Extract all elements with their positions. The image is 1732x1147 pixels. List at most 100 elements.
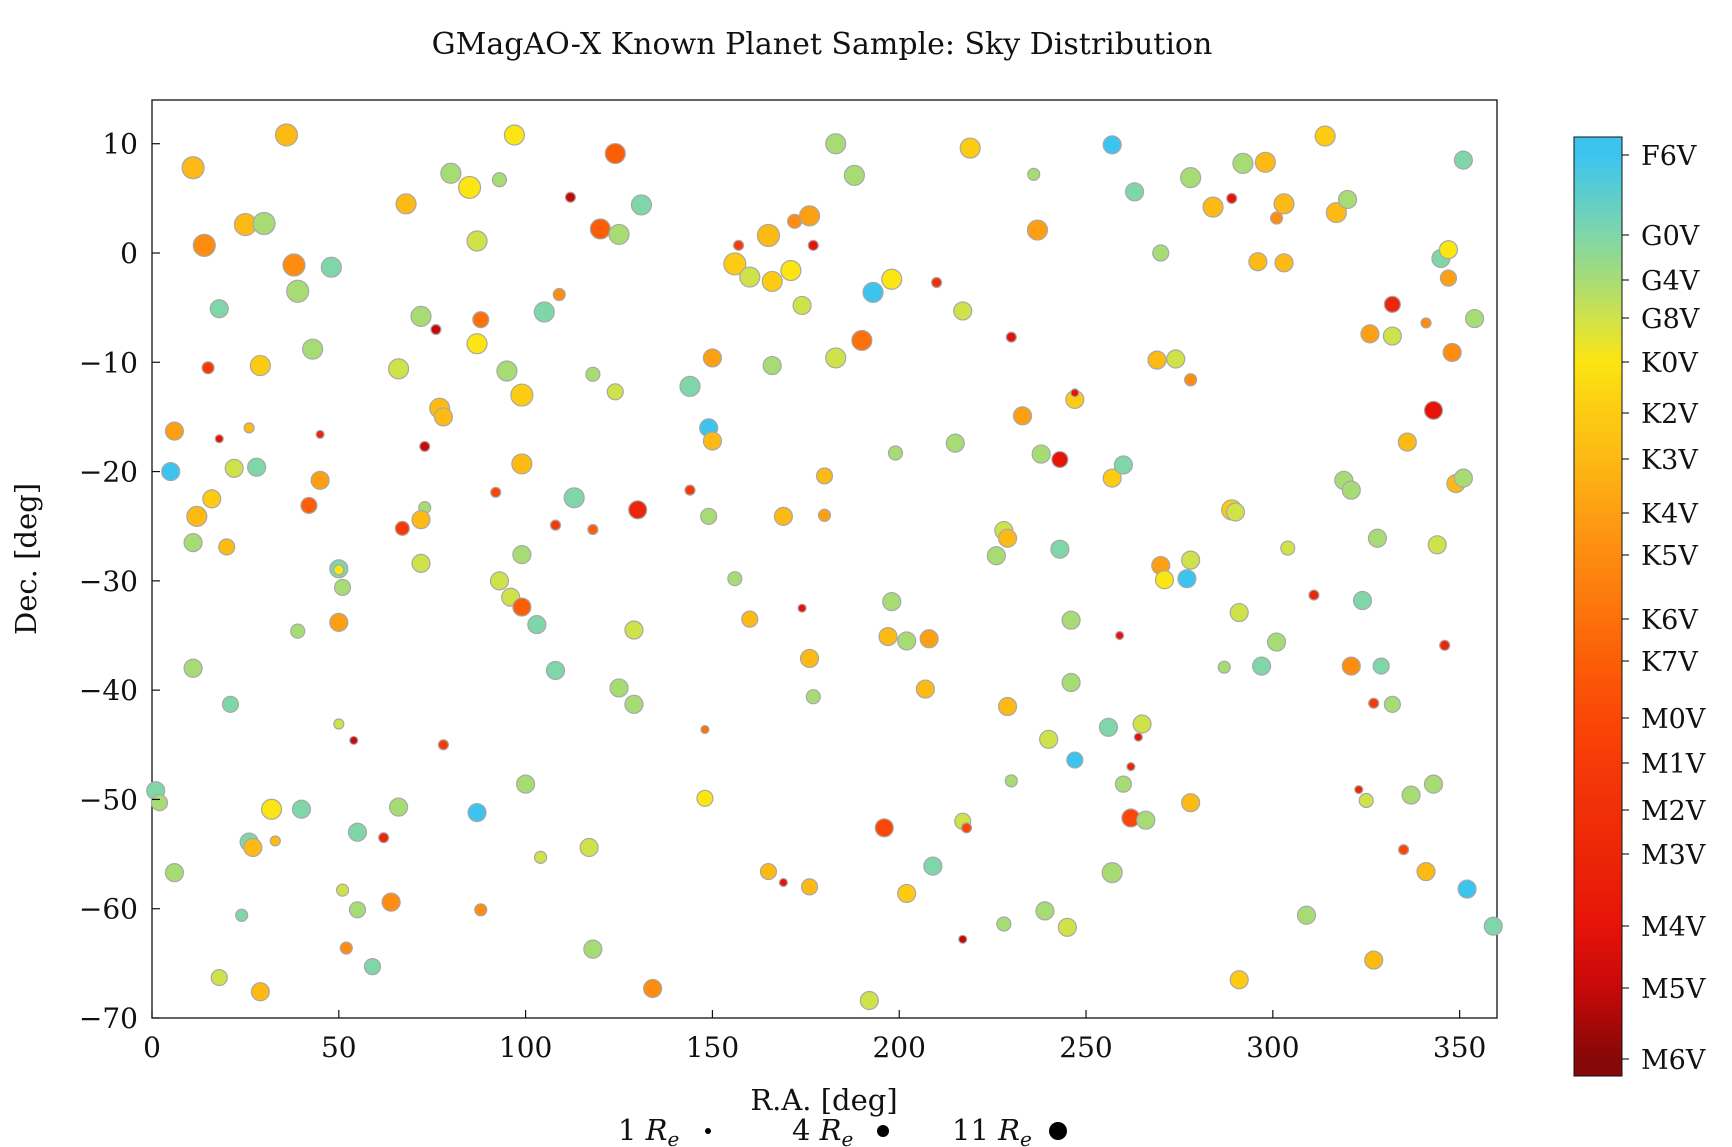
planet-point bbox=[1439, 269, 1458, 287]
planet-point bbox=[1180, 166, 1202, 189]
planet-point bbox=[347, 822, 368, 842]
planet-point bbox=[805, 689, 821, 705]
planet-point bbox=[997, 696, 1018, 717]
planet-point bbox=[1202, 196, 1224, 218]
planet-point bbox=[1352, 590, 1373, 611]
planet-point bbox=[221, 695, 240, 713]
x-tick-label: 100 bbox=[499, 1031, 552, 1064]
x-tick-label: 200 bbox=[872, 1031, 925, 1064]
planet-point bbox=[512, 597, 532, 617]
planet-point bbox=[881, 268, 903, 290]
planet-point bbox=[1252, 656, 1272, 676]
planet-point bbox=[527, 614, 547, 635]
planet-point bbox=[1066, 751, 1084, 769]
planet-point bbox=[732, 239, 745, 251]
colorbar-label: F6V bbox=[1641, 141, 1697, 172]
planet-point bbox=[1314, 125, 1336, 147]
planet-point bbox=[1154, 570, 1175, 590]
planet-point bbox=[419, 440, 431, 453]
planet-point bbox=[700, 724, 710, 735]
planet-point bbox=[466, 333, 488, 355]
colorbar-label: K5V bbox=[1641, 541, 1698, 572]
planet-point bbox=[723, 252, 747, 276]
planet-point bbox=[260, 798, 283, 820]
planet-point bbox=[1101, 862, 1123, 884]
planet-point bbox=[997, 528, 1018, 548]
planet-point bbox=[702, 431, 723, 451]
colorbar-labels: F6V G0V G4V G8V K0V K2V K3V K4V K5V K6V K7V M0V M1V M… bbox=[1622, 141, 1706, 1076]
planet-point bbox=[1039, 729, 1059, 749]
planet-point bbox=[1372, 657, 1390, 675]
y-tick-label: −30 bbox=[79, 565, 138, 598]
y-tick-label: 0 bbox=[120, 237, 138, 270]
planet-point bbox=[335, 883, 350, 897]
planet-point bbox=[510, 383, 534, 407]
planet-point bbox=[624, 694, 644, 714]
planet-point bbox=[1070, 388, 1080, 398]
planet-point bbox=[563, 487, 585, 509]
planet-point bbox=[388, 797, 409, 817]
x-tick-label: 0 bbox=[143, 1031, 161, 1064]
planet-point bbox=[859, 990, 879, 1011]
planet-point bbox=[1035, 901, 1055, 921]
planet-point bbox=[310, 470, 330, 490]
planet-point bbox=[1226, 192, 1238, 204]
planet-point bbox=[604, 142, 626, 165]
planet-point bbox=[381, 892, 401, 912]
planet-point bbox=[679, 375, 701, 397]
size-legend-marker bbox=[877, 1125, 889, 1137]
colorbar-label: M3V bbox=[1641, 840, 1706, 871]
planet-point bbox=[851, 329, 873, 352]
y-tick-label: −10 bbox=[79, 346, 138, 379]
planet-point bbox=[214, 434, 224, 444]
planet-point bbox=[512, 545, 532, 565]
planet-point bbox=[1031, 444, 1051, 464]
planet-point bbox=[1232, 152, 1254, 174]
planet-point bbox=[1269, 211, 1284, 225]
planet-point bbox=[1126, 762, 1136, 772]
planet-point bbox=[1102, 135, 1122, 155]
planet-point bbox=[269, 835, 281, 847]
planet-point bbox=[1061, 672, 1081, 693]
y-tick-label: −40 bbox=[79, 674, 138, 707]
planet-point bbox=[1133, 732, 1143, 742]
planet-point bbox=[959, 137, 981, 159]
size-legend-label: 1 Re bbox=[618, 1113, 679, 1147]
planet-point bbox=[606, 383, 624, 401]
planet-point bbox=[1012, 406, 1033, 426]
colorbar-label: K2V bbox=[1641, 399, 1698, 430]
planet-point bbox=[410, 305, 432, 327]
planet-point bbox=[1147, 350, 1167, 370]
planet-point bbox=[986, 546, 1006, 566]
planet-point bbox=[1367, 528, 1388, 548]
planet-point bbox=[696, 789, 714, 807]
planet-point bbox=[1113, 455, 1133, 475]
planet-point bbox=[181, 156, 205, 180]
planet-point bbox=[333, 564, 345, 576]
planet-point bbox=[363, 958, 382, 976]
planet-point bbox=[192, 233, 216, 257]
colorbar-label: G0V bbox=[1641, 221, 1700, 252]
planet-point bbox=[457, 175, 482, 200]
planet-point bbox=[773, 506, 794, 526]
planet-point bbox=[817, 508, 832, 522]
x-axis-label: R.A. [deg] bbox=[750, 1083, 897, 1117]
x-tick-label: 300 bbox=[1246, 1031, 1299, 1064]
planet-point bbox=[333, 578, 352, 597]
planet-point bbox=[300, 496, 318, 515]
planet-point bbox=[1005, 331, 1017, 343]
planet-point bbox=[1004, 774, 1018, 788]
planet-point bbox=[433, 407, 454, 427]
planet-point bbox=[333, 718, 345, 730]
planet-point bbox=[643, 978, 663, 999]
planet-point bbox=[291, 799, 312, 819]
colorbar-label: G4V bbox=[1641, 266, 1700, 297]
planet-point bbox=[684, 484, 696, 496]
planet-point bbox=[815, 467, 834, 485]
planet-point bbox=[1397, 432, 1417, 452]
planet-point bbox=[1181, 550, 1201, 570]
planet-point bbox=[150, 794, 169, 812]
planet-point bbox=[1114, 775, 1132, 793]
planet-point bbox=[290, 623, 306, 639]
planet-point bbox=[958, 934, 968, 944]
